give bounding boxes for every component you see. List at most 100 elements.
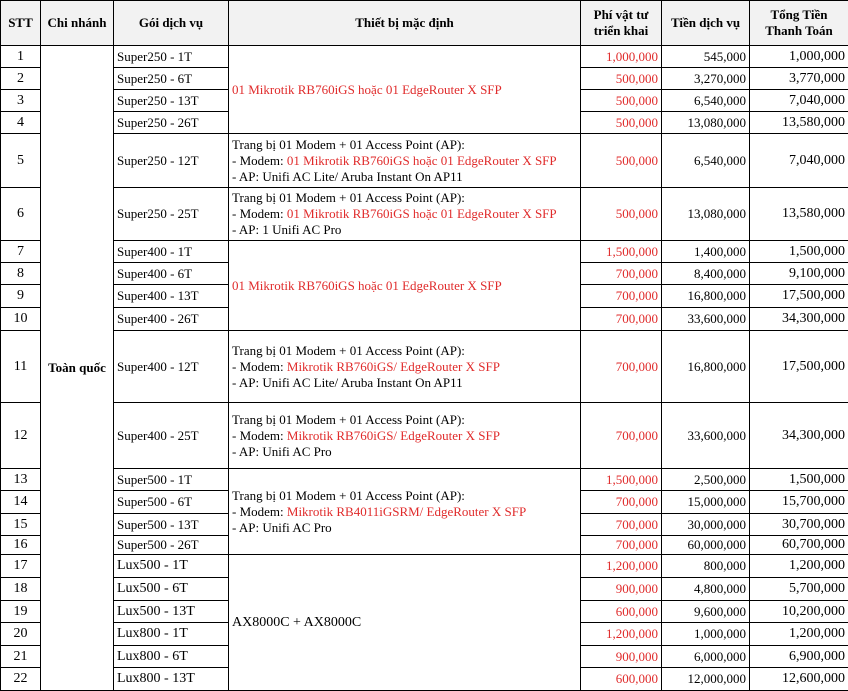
total-cell: 10,200,000 <box>750 601 848 623</box>
fee-cell: 700,000 <box>581 331 662 403</box>
package-cell: Lux500 - 13T <box>114 601 229 623</box>
total-cell: 12,600,000 <box>750 668 848 691</box>
stt-cell: 18 <box>1 578 41 601</box>
stt-cell: 10 <box>1 308 41 331</box>
service-cell: 15,000,000 <box>662 491 750 514</box>
device-text: Mikrotik RB760iGS/ EdgeRouter X SFP <box>287 428 500 443</box>
stt-cell: 15 <box>1 514 41 536</box>
total-cell: 17,500,000 <box>750 285 848 308</box>
fee-cell: 700,000 <box>581 285 662 308</box>
device-line: - AP: Unifi AC Pro <box>232 520 577 536</box>
device-line: Trang bị 01 Modem + 01 Access Point (AP)… <box>232 343 577 359</box>
stt-cell: 20 <box>1 623 41 646</box>
device-line: Trang bị 01 Modem + 01 Access Point (AP)… <box>232 488 577 504</box>
device-text: Trang bị 01 Modem + 01 Access Point (AP)… <box>232 137 465 152</box>
stt-cell: 9 <box>1 285 41 308</box>
fee-cell: 900,000 <box>581 646 662 668</box>
device-line: - AP: Unifi AC Lite/ Aruba Instant On AP… <box>232 375 577 391</box>
branch-cell: Toàn quốc <box>41 46 114 691</box>
device-cell: AX8000C + AX8000C <box>229 555 581 691</box>
package-cell: Super250 - 1T <box>114 46 229 68</box>
stt-cell: 21 <box>1 646 41 668</box>
device-text: 01 Mikrotik RB760iGS hoặc 01 EdgeRouter … <box>232 82 502 97</box>
stt-cell: 8 <box>1 263 41 285</box>
column-header: Thiết bị mặc định <box>229 1 581 46</box>
stt-cell: 16 <box>1 536 41 555</box>
service-cell: 13,080,000 <box>662 188 750 241</box>
package-cell: Super250 - 25T <box>114 188 229 241</box>
device-line: - Modem: Mikrotik RB760iGS/ EdgeRouter X… <box>232 359 577 375</box>
package-cell: Lux800 - 13T <box>114 668 229 691</box>
package-cell: Super400 - 25T <box>114 403 229 469</box>
total-cell: 13,580,000 <box>750 112 848 134</box>
stt-cell: 4 <box>1 112 41 134</box>
total-cell: 60,700,000 <box>750 536 848 555</box>
device-cell: 01 Mikrotik RB760iGS hoặc 01 EdgeRouter … <box>229 46 581 134</box>
service-cell: 60,000,000 <box>662 536 750 555</box>
device-text: - Modem: <box>232 153 287 168</box>
fee-cell: 1,000,000 <box>581 46 662 68</box>
device-text: - Modem: <box>232 359 287 374</box>
fee-cell: 700,000 <box>581 403 662 469</box>
fee-cell: 600,000 <box>581 601 662 623</box>
service-cell: 3,270,000 <box>662 68 750 90</box>
service-cell: 16,800,000 <box>662 331 750 403</box>
device-line: - Modem: 01 Mikrotik RB760iGS hoặc 01 Ed… <box>232 153 577 169</box>
column-header: Chi nhánh <box>41 1 114 46</box>
stt-cell: 14 <box>1 491 41 514</box>
fee-cell: 1,200,000 <box>581 555 662 578</box>
service-cell: 800,000 <box>662 555 750 578</box>
fee-cell: 700,000 <box>581 536 662 555</box>
device-text: Trang bị 01 Modem + 01 Access Point (AP)… <box>232 412 465 427</box>
device-text: - AP: Unifi AC Lite/ Aruba Instant On AP… <box>232 169 463 184</box>
package-cell: Super400 - 26T <box>114 308 229 331</box>
column-header: STT <box>1 1 41 46</box>
device-text: - AP: Unifi AC Lite/ Aruba Instant On AP… <box>232 375 463 390</box>
fee-cell: 500,000 <box>581 112 662 134</box>
fee-cell: 1,200,000 <box>581 623 662 646</box>
service-cell: 545,000 <box>662 46 750 68</box>
package-cell: Super400 - 13T <box>114 285 229 308</box>
fee-cell: 1,500,000 <box>581 241 662 263</box>
fee-cell: 500,000 <box>581 68 662 90</box>
service-cell: 6,000,000 <box>662 646 750 668</box>
device-cell: Trang bị 01 Modem + 01 Access Point (AP)… <box>229 134 581 188</box>
package-cell: Super400 - 1T <box>114 241 229 263</box>
device-line: - AP: Unifi AC Pro <box>232 444 577 460</box>
device-text: Trang bị 01 Modem + 01 Access Point (AP)… <box>232 488 465 503</box>
stt-cell: 5 <box>1 134 41 188</box>
device-text: Trang bị 01 Modem + 01 Access Point (AP)… <box>232 343 465 358</box>
service-cell: 33,600,000 <box>662 308 750 331</box>
column-header: Tiền dịch vụ <box>662 1 750 46</box>
package-cell: Super500 - 26T <box>114 536 229 555</box>
service-cell: 13,080,000 <box>662 112 750 134</box>
service-cell: 1,000,000 <box>662 623 750 646</box>
service-cell: 2,500,000 <box>662 469 750 491</box>
device-text: - Modem: <box>232 428 287 443</box>
service-cell: 16,800,000 <box>662 285 750 308</box>
total-cell: 9,100,000 <box>750 263 848 285</box>
device-text: - Modem: <box>232 504 287 519</box>
device-cell: 01 Mikrotik RB760iGS hoặc 01 EdgeRouter … <box>229 241 581 331</box>
stt-cell: 12 <box>1 403 41 469</box>
package-cell: Super500 - 13T <box>114 514 229 536</box>
service-cell: 6,540,000 <box>662 134 750 188</box>
device-line: Trang bị 01 Modem + 01 Access Point (AP)… <box>232 412 577 428</box>
stt-cell: 11 <box>1 331 41 403</box>
device-text: - AP: 1 Unifi AC Pro <box>232 222 341 237</box>
fee-cell: 600,000 <box>581 668 662 691</box>
column-header: Gói dịch vụ <box>114 1 229 46</box>
total-cell: 7,040,000 <box>750 90 848 112</box>
package-cell: Super250 - 12T <box>114 134 229 188</box>
stt-cell: 3 <box>1 90 41 112</box>
device-line: Trang bị 01 Modem + 01 Access Point (AP)… <box>232 190 577 206</box>
device-line: - Modem: 01 Mikrotik RB760iGS hoặc 01 Ed… <box>232 206 577 222</box>
fee-cell: 700,000 <box>581 308 662 331</box>
stt-cell: 2 <box>1 68 41 90</box>
device-text: Mikrotik RB760iGS/ EdgeRouter X SFP <box>287 359 500 374</box>
total-cell: 6,900,000 <box>750 646 848 668</box>
